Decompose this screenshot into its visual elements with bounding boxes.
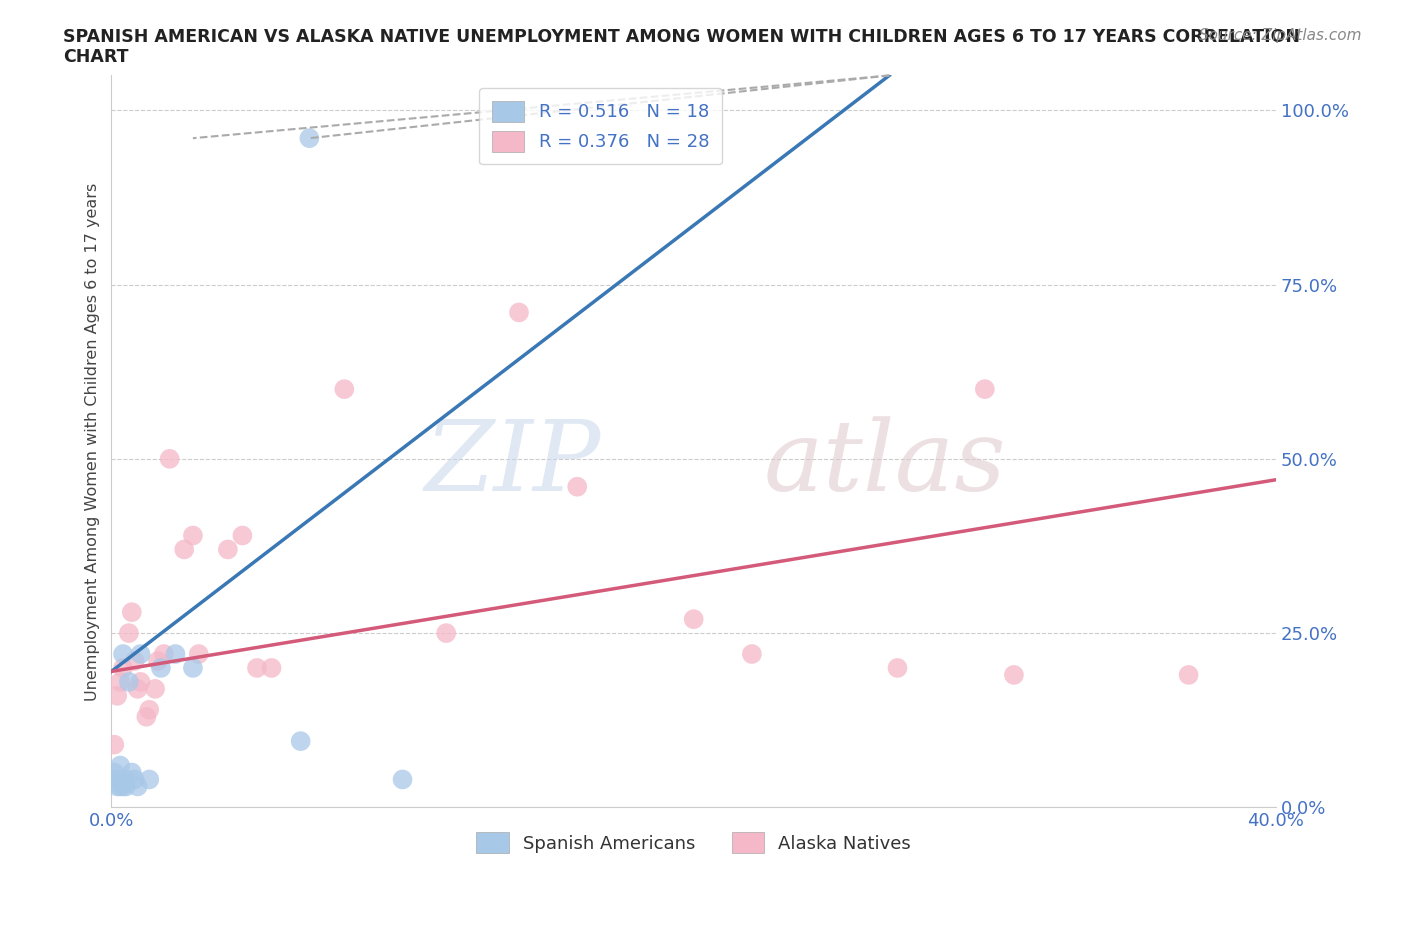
Point [124, 772, 146, 787]
Point [103, 765, 125, 780]
Point [112, 660, 135, 675]
Point [115, 772, 138, 787]
Point [973, 381, 995, 396]
Point [118, 626, 141, 641]
Point [127, 682, 149, 697]
Text: CHART: CHART [63, 48, 129, 66]
Point [391, 772, 413, 787]
Point [129, 674, 152, 689]
Point [121, 604, 143, 619]
Point [135, 710, 157, 724]
Point [108, 779, 131, 794]
Point [298, 131, 321, 146]
Text: ZIP: ZIP [425, 416, 600, 511]
Point [886, 660, 908, 675]
Point [143, 682, 166, 697]
Point [187, 646, 209, 661]
Point [741, 646, 763, 661]
Point [112, 646, 135, 661]
Text: atlas: atlas [763, 416, 1007, 511]
Point [118, 674, 141, 689]
Point [121, 765, 143, 780]
Point [138, 772, 160, 787]
Point [149, 660, 172, 675]
Point [153, 646, 176, 661]
Point [567, 479, 589, 494]
Point [129, 646, 152, 661]
Point [165, 646, 187, 661]
Point [508, 305, 530, 320]
Point [434, 626, 457, 641]
Point [124, 654, 146, 669]
Point [108, 674, 131, 689]
Point [181, 528, 204, 543]
Point [105, 688, 128, 703]
Point [105, 772, 128, 787]
Point [246, 660, 269, 675]
Point [103, 772, 125, 787]
Point [108, 758, 131, 773]
Point [112, 779, 135, 794]
Point [127, 779, 149, 794]
Point [217, 542, 239, 557]
Point [181, 660, 204, 675]
Point [146, 654, 169, 669]
Point [231, 528, 253, 543]
Point [159, 451, 181, 466]
Point [105, 779, 128, 794]
Point [115, 779, 138, 794]
Point [260, 660, 283, 675]
Point [682, 612, 704, 627]
Text: SPANISH AMERICAN VS ALASKA NATIVE UNEMPLOYMENT AMONG WOMEN WITH CHILDREN AGES 6 : SPANISH AMERICAN VS ALASKA NATIVE UNEMPL… [63, 28, 1301, 46]
Point [138, 702, 160, 717]
Point [1177, 668, 1199, 683]
Legend: Spanish Americans, Alaska Natives: Spanish Americans, Alaska Natives [468, 825, 918, 860]
Point [103, 737, 125, 752]
Point [1002, 668, 1025, 683]
Point [333, 381, 356, 396]
Y-axis label: Unemployment Among Women with Children Ages 6 to 17 years: Unemployment Among Women with Children A… [86, 182, 100, 700]
Point [290, 734, 312, 749]
Point [173, 542, 195, 557]
Text: Source: ZipAtlas.com: Source: ZipAtlas.com [1198, 28, 1361, 43]
